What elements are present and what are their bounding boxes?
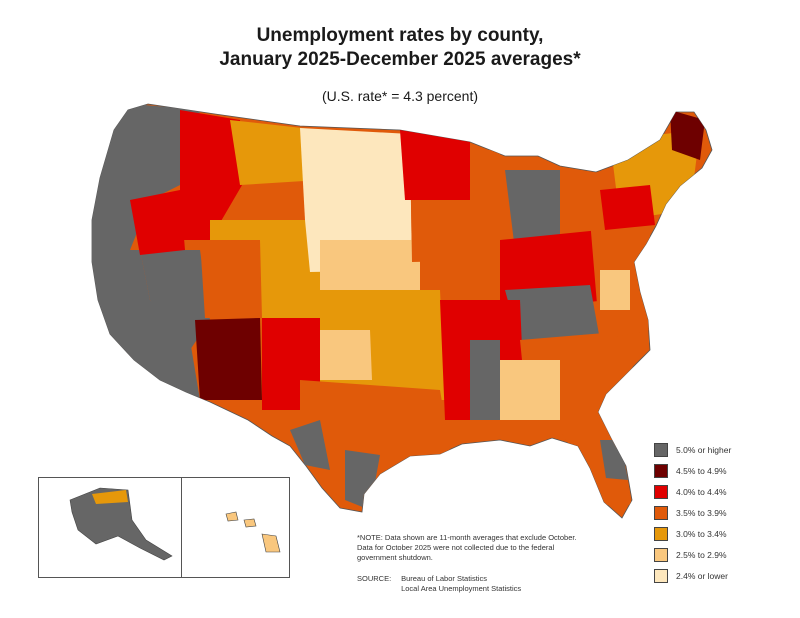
legend-item: 2.4% or lower xyxy=(654,567,731,585)
legend-item: 3.0% to 3.4% xyxy=(654,525,731,543)
region-alabama-georgia xyxy=(500,360,560,420)
region-virginia-tan xyxy=(600,270,630,310)
region-nevada xyxy=(140,250,210,350)
legend-swatch xyxy=(654,548,668,562)
alaska-shape xyxy=(69,487,173,561)
region-utah xyxy=(200,240,262,318)
legend-item: 4.0% to 4.4% xyxy=(654,483,731,501)
inset-frame xyxy=(38,477,290,578)
region-dakotas-nebraska xyxy=(300,128,412,272)
source-values: Bureau of Labor Statistics Local Area Un… xyxy=(401,574,521,594)
region-new-england-red xyxy=(600,185,655,230)
note-line: *NOTE: Data shown are 11-month averages … xyxy=(357,533,577,542)
legend-item: 4.5% to 4.9% xyxy=(654,462,731,480)
region-appalachia xyxy=(505,285,600,345)
source-line: Local Area Unemployment Statistics xyxy=(401,584,522,593)
region-dakotas-light xyxy=(320,240,420,300)
map-subtitle: (U.S. rate* = 4.3 percent) xyxy=(321,88,479,104)
region-texas-west xyxy=(290,420,330,470)
hawaii-shape xyxy=(225,511,281,553)
region-minnesota-north xyxy=(400,130,470,200)
region-oregon-red xyxy=(130,190,185,255)
legend-label: 5.0% or higher xyxy=(676,445,732,455)
inset-divider xyxy=(181,477,182,578)
legend-swatch xyxy=(654,443,668,457)
note-line: government shutdown. xyxy=(357,553,433,562)
legend-swatch xyxy=(654,485,668,499)
legend-item: 3.5% to 3.9% xyxy=(654,504,731,522)
legend-item: 5.0% or higher xyxy=(654,441,731,459)
source-label: SOURCE: xyxy=(357,574,392,583)
region-maine xyxy=(670,110,705,160)
legend-swatch xyxy=(654,569,668,583)
region-texas-south xyxy=(345,450,380,510)
legend-swatch xyxy=(654,527,668,541)
alaska-north-shape xyxy=(92,490,128,504)
legend-swatch xyxy=(654,464,668,478)
region-idaho-montana xyxy=(180,110,245,240)
source: SOURCE: Bureau of Labor Statistics Local… xyxy=(357,574,521,594)
map-title: Unemployment rates by county, January 20… xyxy=(0,24,800,72)
region-arizona xyxy=(195,318,262,400)
note-line: Data for October 2025 were not collected… xyxy=(357,543,555,552)
legend-swatch xyxy=(654,506,668,520)
title-line-1: Unemployment rates by county, xyxy=(256,25,544,46)
legend-label: 4.0% to 4.4% xyxy=(676,487,727,497)
legend-item: 2.5% to 2.9% xyxy=(654,546,731,564)
region-texas xyxy=(300,380,450,510)
region-michigan xyxy=(505,170,560,250)
note: *NOTE: Data shown are 11-month averages … xyxy=(357,533,612,563)
title-line-2: January 2025-December 2025 averages* xyxy=(219,49,581,70)
legend-label: 3.5% to 3.9% xyxy=(676,508,727,518)
region-montana-east xyxy=(230,120,320,185)
source-line: Bureau of Labor Statistics xyxy=(401,574,487,583)
legend: 5.0% or higher 4.5% to 4.9% 4.0% to 4.4%… xyxy=(654,441,731,588)
legend-label: 4.5% to 4.9% xyxy=(676,466,727,476)
legend-label: 2.4% or lower xyxy=(676,571,728,581)
region-pacific-northwest xyxy=(92,104,200,260)
legend-label: 3.0% to 3.4% xyxy=(676,529,727,539)
legend-label: 2.5% to 2.9% xyxy=(676,550,727,560)
region-mississippi xyxy=(470,340,500,420)
region-texas-panhandle xyxy=(320,330,372,380)
